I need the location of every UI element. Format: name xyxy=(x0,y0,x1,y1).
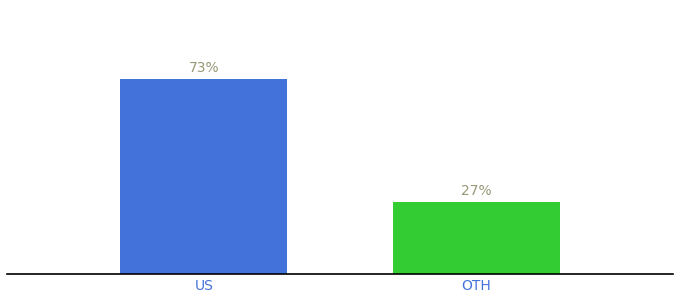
Bar xyxy=(120,79,287,274)
Text: 27%: 27% xyxy=(461,184,492,198)
Bar xyxy=(393,202,560,274)
Text: 73%: 73% xyxy=(188,61,219,75)
